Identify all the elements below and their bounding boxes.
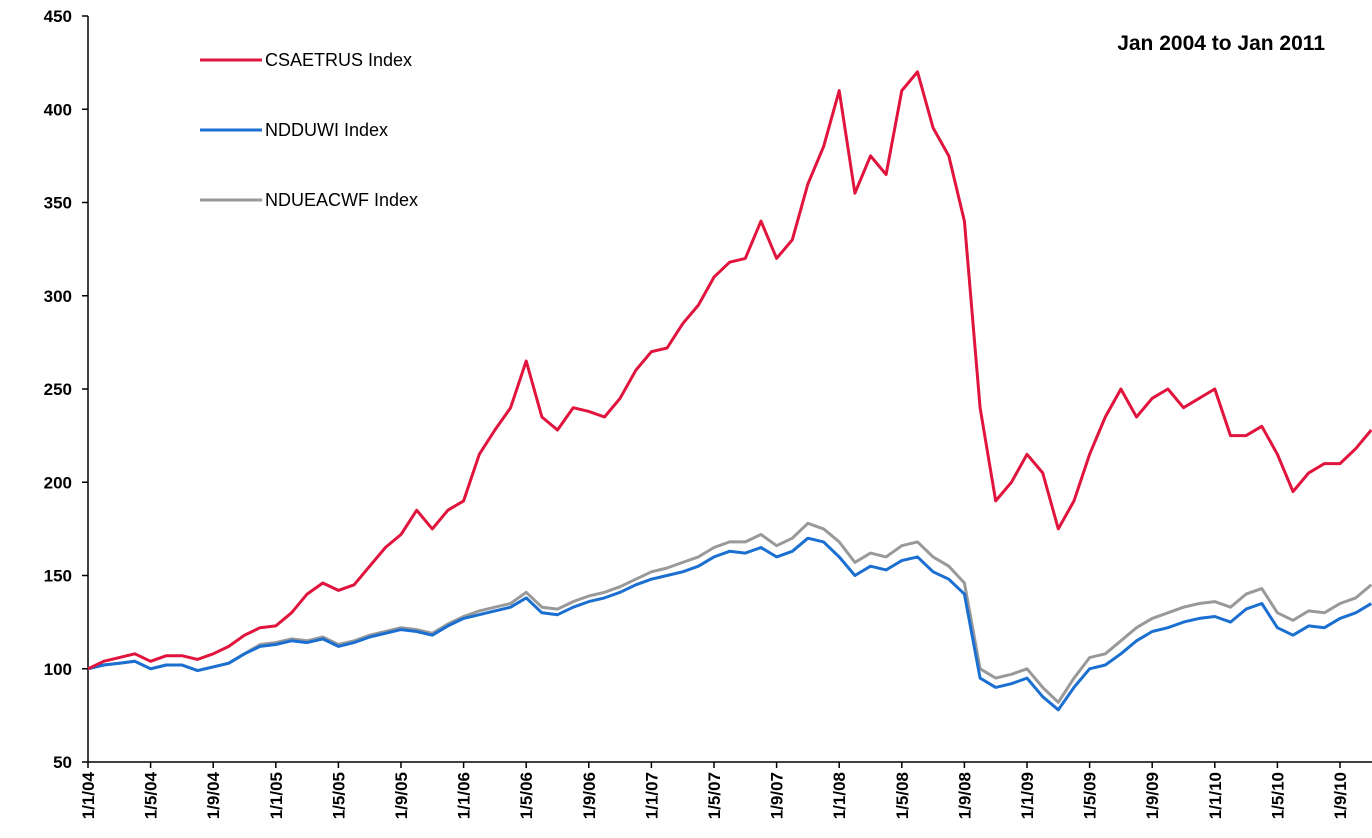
x-tick-label: 1/5/08 xyxy=(893,772,912,819)
series-line xyxy=(87,521,1372,704)
y-tick-label: 50 xyxy=(53,753,72,772)
x-tick-label: 1/1/06 xyxy=(455,772,474,819)
series-line xyxy=(87,70,1372,671)
y-tick-label: 450 xyxy=(44,7,72,26)
x-tick-label: 1/1/08 xyxy=(830,772,849,819)
x-tick-label: 1/1/09 xyxy=(1018,772,1037,819)
x-tick-label: 1/9/10 xyxy=(1331,772,1350,819)
series-line xyxy=(87,536,1372,712)
x-tick-label: 1/5/09 xyxy=(1081,772,1100,819)
y-tick-label: 150 xyxy=(44,567,72,586)
x-tick-label: 1/9/08 xyxy=(955,772,974,819)
y-tick-label: 100 xyxy=(44,660,72,679)
legend-label: NDUEACWF Index xyxy=(265,190,418,210)
x-tick-label: 1/9/04 xyxy=(204,771,223,819)
x-tick-label: 1/5/04 xyxy=(142,771,161,819)
y-tick-label: 250 xyxy=(44,380,72,399)
x-tick-label: 1/1/05 xyxy=(267,772,286,819)
x-tick-label: 1/1/07 xyxy=(642,772,661,819)
x-tick-label: 1/5/07 xyxy=(705,772,724,819)
y-tick-label: 400 xyxy=(44,100,72,119)
x-tick-label: 1/9/05 xyxy=(392,772,411,819)
y-tick-label: 300 xyxy=(44,287,72,306)
annotation: Jan 2004 to Jan 2011 xyxy=(1117,32,1325,55)
y-tick-label: 350 xyxy=(44,194,72,213)
x-tick-label: 1/9/09 xyxy=(1143,772,1162,819)
x-tick-label: 1/9/07 xyxy=(768,772,787,819)
y-tick-label: 200 xyxy=(44,473,72,492)
legend-label: CSAETRUS Index xyxy=(265,50,412,70)
x-tick-label: 1/5/06 xyxy=(517,772,536,819)
x-tick-label: 1/1/10 xyxy=(1206,772,1225,819)
x-tick-label: 1/1/04 xyxy=(79,771,98,819)
x-tick-label: 1/5/05 xyxy=(329,772,348,819)
x-tick-label: 1/9/06 xyxy=(580,772,599,819)
x-tick-label: 1/5/10 xyxy=(1268,772,1287,819)
legend-label: NDDUWI Index xyxy=(265,120,388,140)
